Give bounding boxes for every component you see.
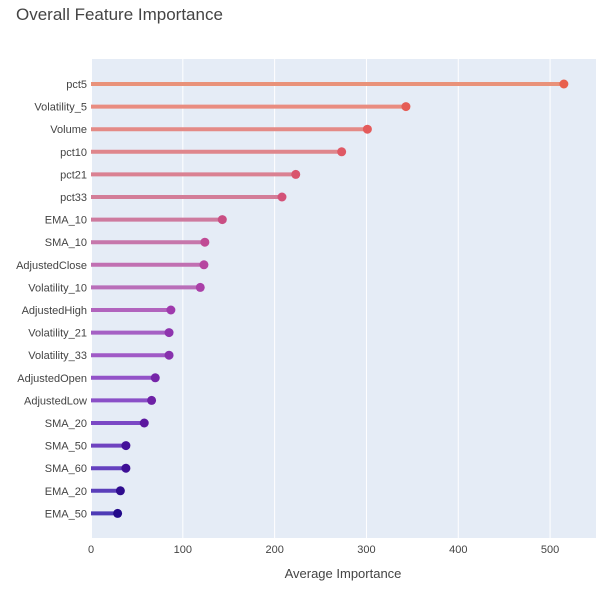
lollipop-marker	[164, 350, 174, 360]
y-axis-tick-labels: pct5 Volatility_5 Volume pct10 pct21 pct33 EMA…	[16, 79, 87, 520]
y-tick-label: pct10	[60, 147, 87, 159]
lollipop-series	[91, 79, 569, 518]
x-tick-label: 0	[88, 544, 94, 556]
lollipop-marker	[113, 508, 123, 518]
y-tick-label: EMA_10	[45, 215, 87, 227]
lollipop-marker	[337, 147, 347, 157]
x-tick-label: 500	[541, 544, 559, 556]
lollipop-marker	[199, 260, 209, 270]
y-tick-label: SMA_20	[45, 418, 87, 430]
lollipop-marker	[401, 102, 411, 112]
lollipop-marker	[200, 237, 210, 247]
y-tick-label: EMA_50	[45, 508, 87, 520]
chart-title: Overall Feature Importance	[16, 5, 223, 24]
x-tick-label: 400	[449, 544, 467, 556]
lollipop-marker	[115, 486, 125, 496]
y-tick-label: SMA_60	[45, 463, 87, 475]
y-tick-label: pct5	[66, 79, 87, 91]
plot-area	[91, 59, 596, 538]
y-tick-label: AdjustedLow	[24, 395, 87, 407]
x-tick-label: 100	[174, 544, 192, 556]
y-tick-label: AdjustedHigh	[22, 305, 87, 317]
y-tick-label: SMA_50	[45, 441, 87, 453]
lollipop-marker	[139, 418, 149, 428]
x-axis-tick-labels: 0 100 200 300 400 500	[88, 544, 559, 556]
y-tick-label: AdjustedClose	[16, 260, 87, 272]
lollipop-marker	[164, 328, 174, 338]
y-tick-label: EMA_20	[45, 486, 87, 498]
lollipop-marker	[150, 373, 160, 383]
y-tick-label: pct21	[60, 169, 87, 181]
y-tick-label: SMA_10	[45, 237, 87, 249]
y-tick-label: Volatility_21	[28, 328, 87, 340]
y-tick-label: Volatility_10	[28, 282, 87, 294]
lollipop-marker	[147, 395, 157, 405]
y-tick-label: Volume	[50, 124, 87, 136]
gridlines	[90, 59, 551, 538]
lollipop-marker	[217, 215, 227, 225]
lollipop-marker	[291, 169, 301, 179]
lollipop-marker	[195, 282, 205, 292]
lollipop-marker	[121, 463, 131, 473]
lollipop-marker	[277, 192, 287, 202]
x-tick-label: 200	[265, 544, 283, 556]
y-tick-label: pct33	[60, 192, 87, 204]
lollipop-marker	[362, 124, 372, 134]
lollipop-marker	[166, 305, 176, 315]
y-tick-label: AdjustedOpen	[17, 373, 87, 385]
y-tick-label: Volatility_5	[34, 102, 87, 114]
lollipop-marker	[121, 441, 131, 451]
x-tick-label: 300	[357, 544, 375, 556]
x-axis-title: Average Importance	[285, 566, 402, 581]
y-tick-label: Volatility_33	[28, 350, 87, 362]
lollipop-marker	[559, 79, 569, 89]
